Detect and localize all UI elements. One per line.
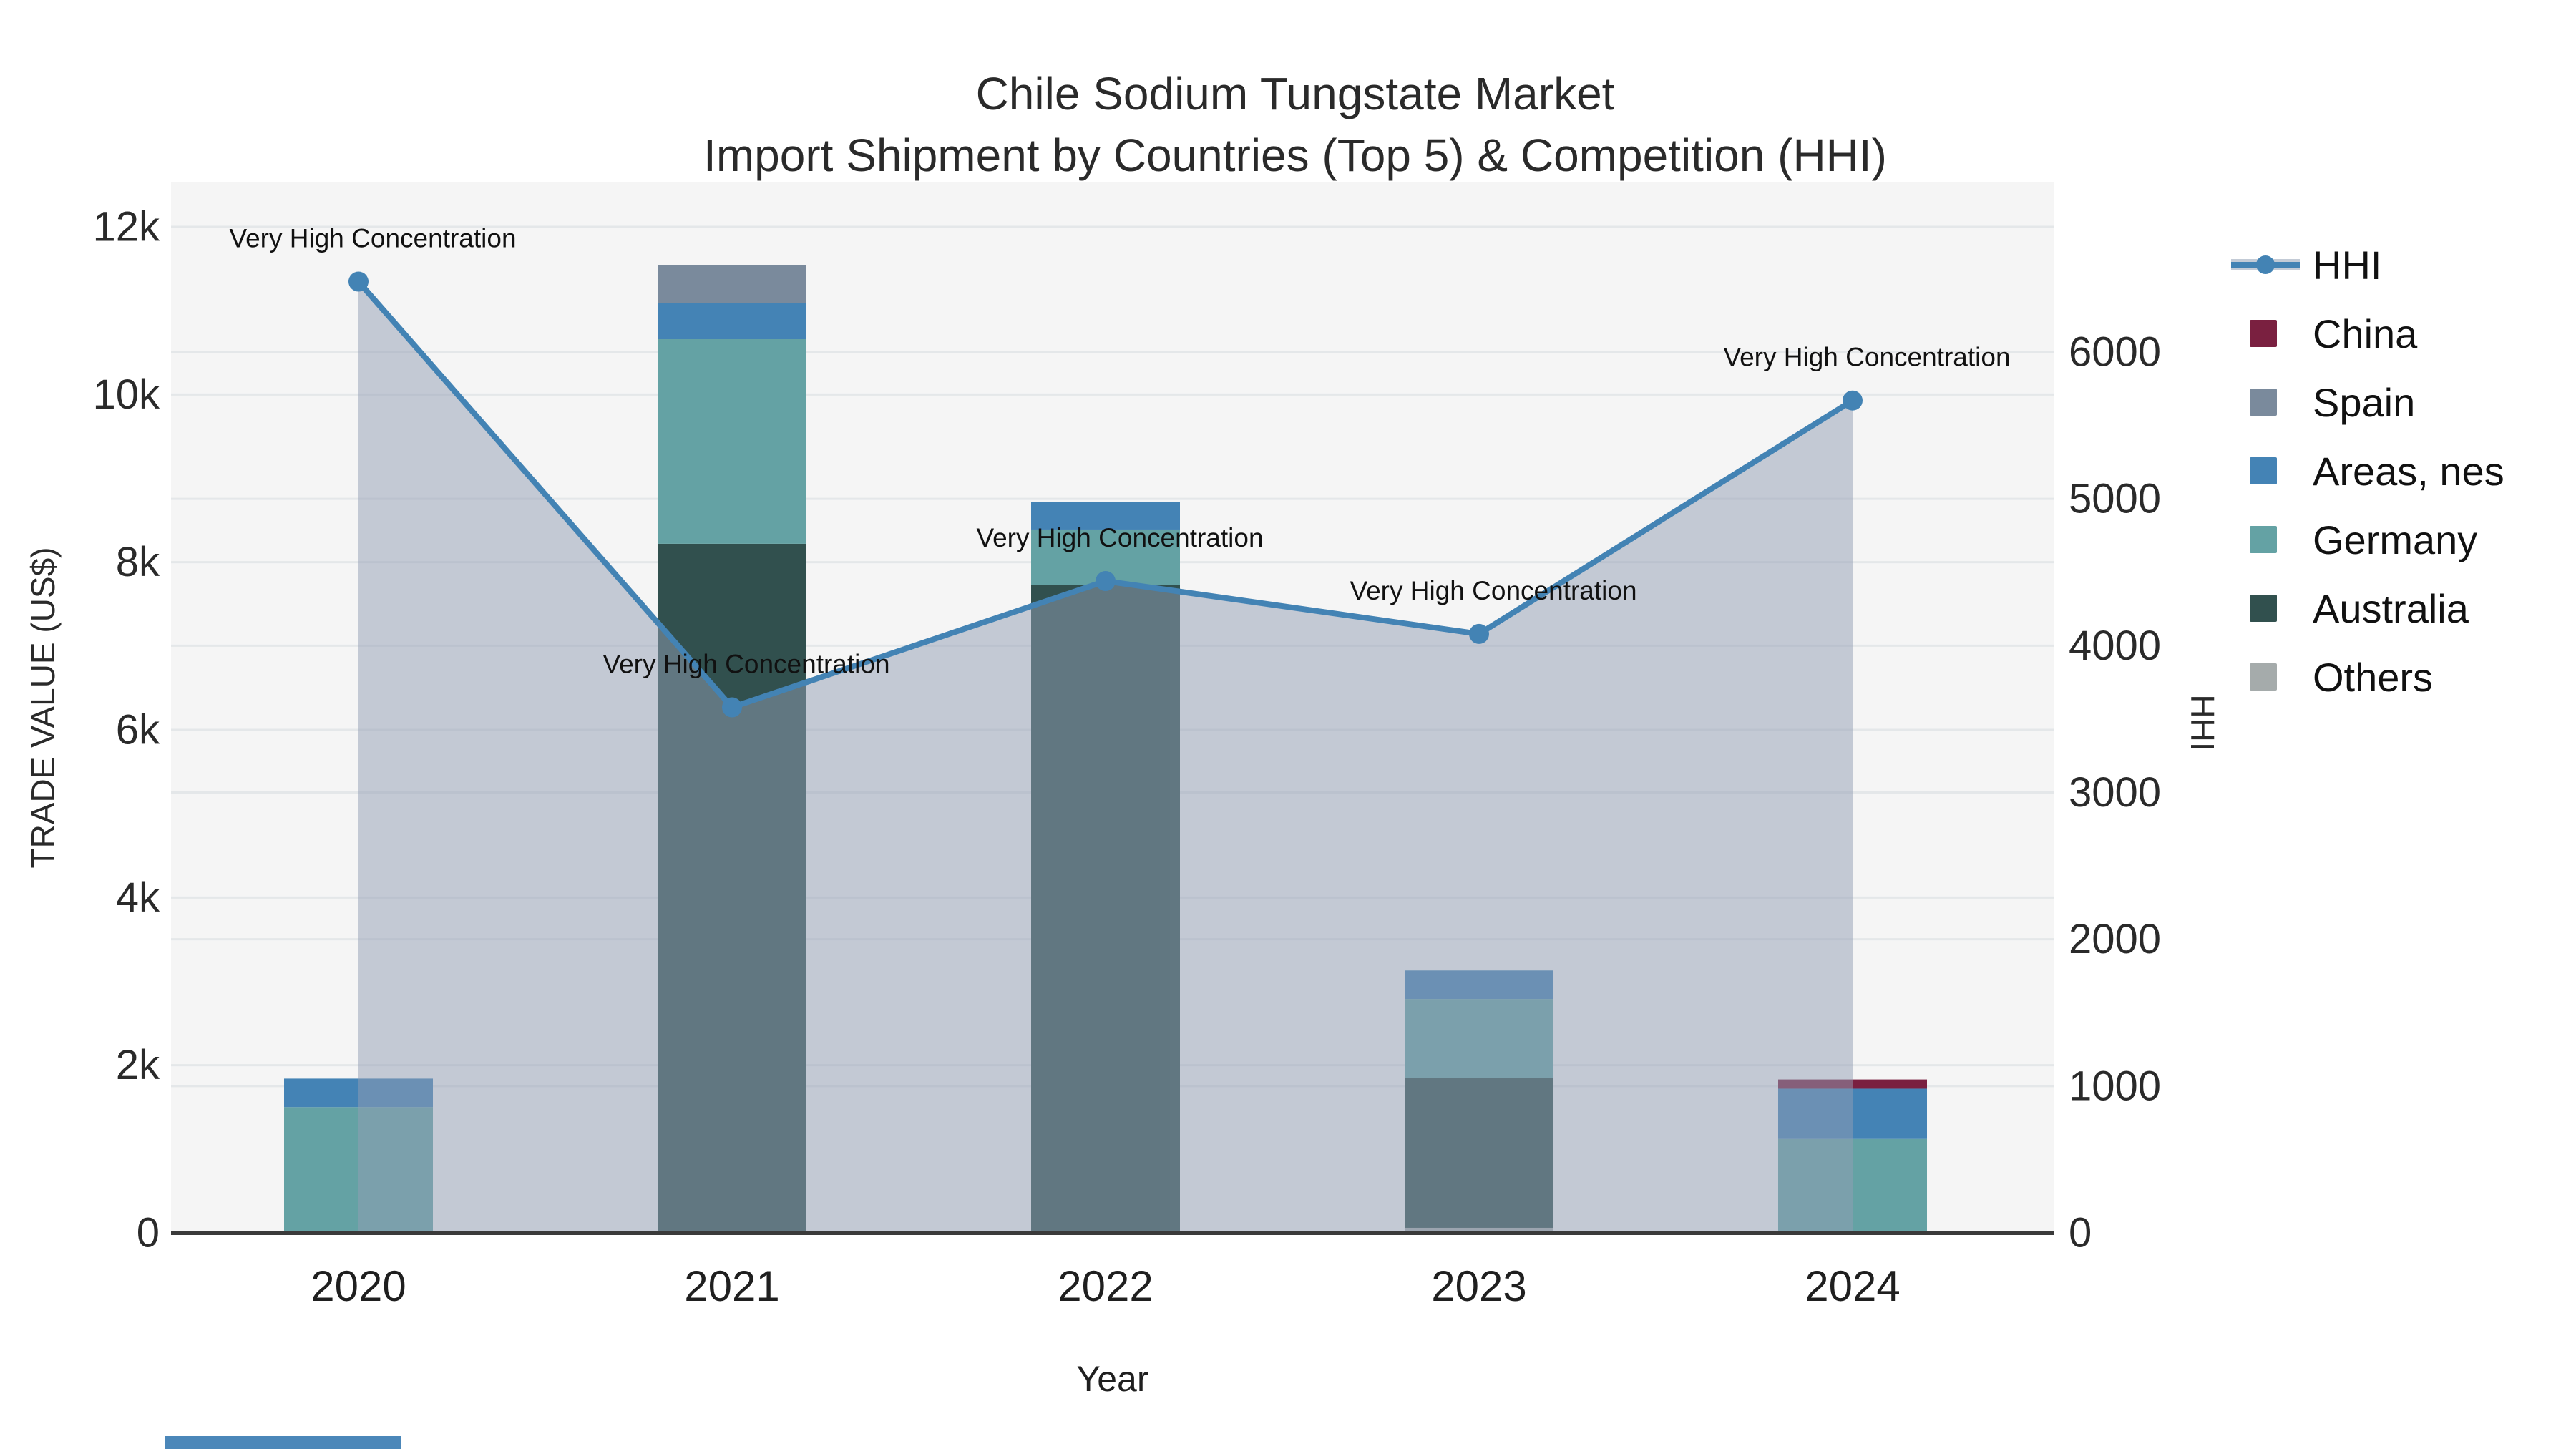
left-axis-title: TRADE VALUE (US$): [24, 547, 62, 868]
hhi-line-icon: [2231, 249, 2300, 280]
legend-item-others[interactable]: Others: [2231, 643, 2504, 711]
hhi-marker-2023[interactable]: [1469, 623, 1489, 644]
legend-item-spain[interactable]: Spain: [2231, 368, 2504, 436]
annotation-2024: Very High Concentration: [1723, 343, 2010, 372]
legend-label: HHI: [2313, 242, 2382, 288]
left-tick-8k: 8k: [116, 539, 160, 585]
left-tick-6k: 6k: [116, 707, 160, 753]
right-tick-4000: 4000: [2069, 623, 2161, 669]
legend-item-australia[interactable]: Australia: [2231, 574, 2504, 643]
color-swatch-icon: [2231, 318, 2300, 349]
right-tick-1000: 1000: [2069, 1063, 2161, 1109]
bar-2021-Germany[interactable]: [658, 339, 806, 544]
bar-2021-Spain[interactable]: [658, 265, 806, 303]
chart-title-line1: Chile Sodium Tungstate Market: [975, 68, 1615, 119]
legend-item-hhi[interactable]: HHI: [2231, 230, 2504, 299]
legend-item-areas-nes[interactable]: Areas, nes: [2231, 436, 2504, 505]
right-tick-2000: 2000: [2069, 916, 2161, 962]
legend-item-china[interactable]: China: [2231, 299, 2504, 368]
color-swatch-icon: [2231, 661, 2300, 693]
right-tick-5000: 5000: [2069, 476, 2161, 522]
bottom-left-blue-strip: [165, 1436, 401, 1449]
color-swatch-icon: [2231, 524, 2300, 555]
chart-title-line2: Import Shipment by Countries (Top 5) & C…: [703, 130, 1887, 181]
bar-2021-Areas, nes[interactable]: [658, 303, 806, 340]
left-tick-4k: 4k: [116, 874, 160, 921]
legend-label: Germany: [2313, 517, 2478, 562]
legend-label: Areas, nes: [2313, 448, 2504, 494]
color-swatch-icon: [2231, 455, 2300, 487]
annotation-2023: Very High Concentration: [1350, 576, 1636, 605]
hhi-marker-2022[interactable]: [1096, 571, 1116, 592]
legend-label: Others: [2313, 654, 2434, 700]
hhi-marker-2024[interactable]: [1843, 390, 1863, 411]
annotation-2021: Very High Concentration: [602, 650, 889, 679]
left-tick-2k: 2k: [116, 1042, 160, 1088]
hhi-marker-2021[interactable]: [722, 697, 742, 718]
x-tick-2021: 2021: [684, 1262, 779, 1310]
right-axis-title: HHI: [2184, 694, 2221, 751]
hhi-area: [358, 281, 1853, 1233]
x-tick-2022: 2022: [1058, 1262, 1153, 1310]
left-tick-0: 0: [137, 1210, 160, 1257]
color-swatch-icon: [2231, 592, 2300, 624]
bar-2022-Areas, nes[interactable]: [1031, 502, 1180, 530]
right-tick-6000: 6000: [2069, 329, 2161, 376]
x-tick-2020: 2020: [311, 1262, 406, 1310]
right-tick-0: 0: [2069, 1210, 2092, 1257]
legend: HHI China Spain Areas, nes Germany Australia O…: [2231, 230, 2504, 711]
left-tick-10k: 10k: [92, 371, 160, 418]
left-tick-12k: 12k: [92, 204, 160, 250]
legend-label: China: [2313, 311, 2418, 356]
right-tick-3000: 3000: [2069, 769, 2161, 816]
legend-item-germany[interactable]: Germany: [2231, 505, 2504, 574]
legend-label: Australia: [2313, 585, 2469, 631]
annotation-2020: Very High Concentration: [229, 224, 516, 253]
legend-label: Spain: [2313, 379, 2416, 425]
annotation-2022: Very High Concentration: [976, 523, 1263, 552]
x-tick-2023: 2023: [1431, 1262, 1526, 1310]
color-swatch-icon: [2231, 386, 2300, 418]
x-tick-2024: 2024: [1805, 1262, 1900, 1310]
x-axis-title: Year: [1076, 1359, 1148, 1399]
chart-title: Chile Sodium Tungstate Market Import Shi…: [0, 63, 2576, 186]
hhi-marker-2020[interactable]: [348, 271, 369, 292]
